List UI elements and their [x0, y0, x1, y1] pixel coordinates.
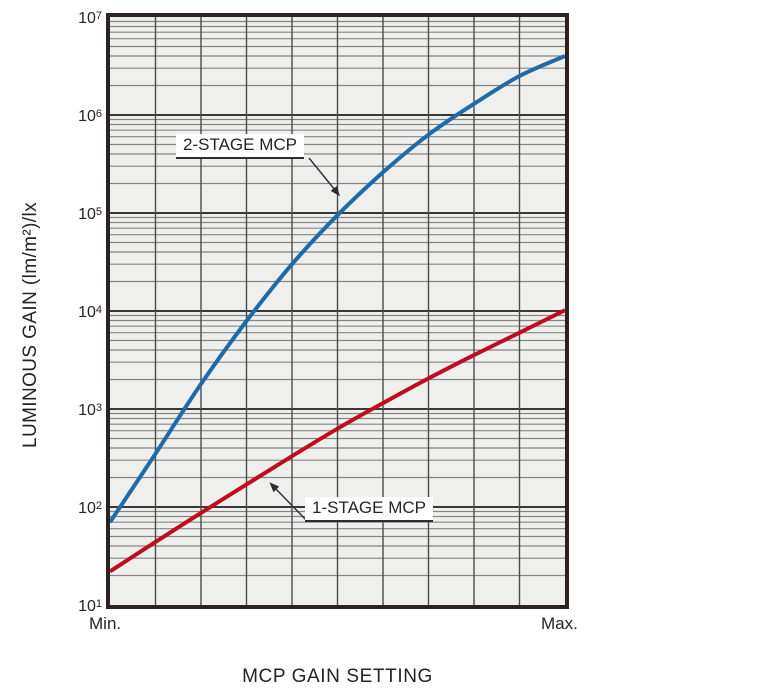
curve-2-stage-mcp [108, 54, 566, 524]
leader-arrow-1-stage-mcp [269, 482, 308, 522]
x-axis-title: MCP GAIN SETTING [242, 666, 433, 687]
y-tick-label-1e2: 102 [78, 500, 102, 517]
curve-1-stage-mcp [108, 308, 566, 574]
y-tick-label-1e3: 103 [78, 402, 102, 419]
y-tick-label-1e6: 106 [78, 108, 102, 125]
series-label-2-stage-mcp: 2-STAGE MCP [176, 134, 304, 159]
y-tick-label-1e7: 107 [78, 10, 102, 27]
y-tick-label-1e5: 105 [78, 206, 102, 223]
x-tick-max: Max. [541, 614, 578, 633]
y-tick-label-1e1: 101 [78, 598, 102, 615]
y-axis-title: LUMINOUS GAIN (lm/m²)/lx [20, 201, 41, 449]
y-tick-label-1e4: 104 [78, 304, 102, 321]
series-label-1-stage-mcp: 1-STAGE MCP [305, 497, 433, 522]
x-tick-min: Min. [89, 614, 122, 633]
leader-arrow-2-stage-mcp [308, 157, 341, 197]
